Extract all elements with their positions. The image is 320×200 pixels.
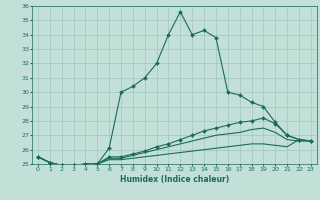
X-axis label: Humidex (Indice chaleur): Humidex (Indice chaleur) <box>120 175 229 184</box>
